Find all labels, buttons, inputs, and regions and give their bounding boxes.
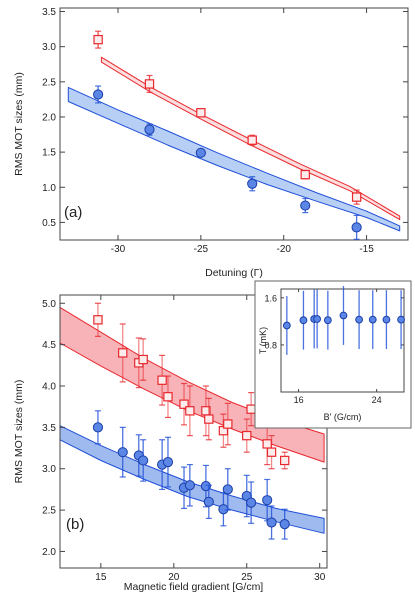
x-tick-label: 15 xyxy=(95,572,107,583)
data-point-circle xyxy=(117,447,128,458)
x-tick-label: -15 xyxy=(359,244,374,255)
x-tick-label: -20 xyxy=(276,244,291,255)
x-axis-label: B' (G/cm) xyxy=(324,412,362,422)
y-tick-label: 0.5 xyxy=(42,218,56,229)
data-point-square xyxy=(204,414,214,424)
data-point-circle xyxy=(323,316,332,325)
data-point-square xyxy=(185,406,195,416)
data-point-circle xyxy=(222,484,233,495)
data-point-circle xyxy=(218,504,229,515)
data-point-circle xyxy=(144,124,155,135)
data-point-circle xyxy=(382,315,391,324)
y-axis-label: T (mK) xyxy=(258,327,268,354)
y-tick-label: 3.5 xyxy=(42,423,56,434)
data-point-square xyxy=(93,315,103,325)
data-point-square xyxy=(163,392,173,402)
data-point-circle xyxy=(162,457,174,468)
y-tick-label: 3.0 xyxy=(42,464,56,475)
data-point-circle xyxy=(299,316,308,325)
data-point-circle xyxy=(262,495,273,506)
data-point-circle xyxy=(195,147,206,158)
data-point-square xyxy=(246,404,256,414)
data-point-square xyxy=(242,430,252,441)
x-tick-label: 25 xyxy=(241,572,253,583)
data-point-circle xyxy=(266,517,277,528)
data-point-circle xyxy=(93,89,104,100)
data-point-circle xyxy=(351,222,362,233)
data-point-square xyxy=(223,419,233,429)
x-tick-label: 30 xyxy=(314,572,326,583)
data-point-square xyxy=(118,348,128,358)
data-point-square xyxy=(266,447,277,457)
data-point-circle xyxy=(339,311,348,320)
y-axis-label: RMS MOT sizes (mm) xyxy=(13,72,25,176)
inset-frame xyxy=(254,280,412,429)
data-point-square xyxy=(351,192,362,202)
data-point-circle xyxy=(279,519,290,530)
panel-label: (b) xyxy=(66,516,84,533)
data-point-circle xyxy=(92,422,104,433)
data-point-square xyxy=(196,108,206,118)
x-tick-label: 16 xyxy=(294,395,304,405)
data-point-circle xyxy=(300,200,311,211)
data-point-circle xyxy=(203,496,214,507)
x-axis-label: Magnetic field gradient [G/cm] xyxy=(124,581,264,593)
y-tick-label: 2.5 xyxy=(42,77,56,88)
y-tick-label: 3.0 xyxy=(42,42,56,53)
data-point-square xyxy=(262,439,272,449)
inset-temperature-plot: 0.8 1.6 16 24 B' (G/cm) T (mK) xyxy=(254,280,412,429)
panel-a-plot: 0.5 1.0 1.5 2.0 2.5 3.0 3.5 -30 -25 -20 -15 Detunin… xyxy=(13,7,409,279)
x-tick-label: -25 xyxy=(194,244,209,255)
y-tick-label: 1.6 xyxy=(264,293,277,303)
y-tick-label: 2.5 xyxy=(42,506,56,517)
y-tick-label: 3.5 xyxy=(42,7,56,18)
x-tick-label: 20 xyxy=(168,572,180,583)
plot-frame xyxy=(59,294,328,569)
data-point-circle xyxy=(397,315,405,324)
data-point-square xyxy=(157,375,167,385)
panel-label: (a) xyxy=(64,204,82,221)
model-band-1 xyxy=(59,425,325,534)
data-point-square xyxy=(279,455,290,466)
data-point-circle xyxy=(313,315,322,323)
data-point-square xyxy=(247,135,257,145)
y-tick-label: 0.8 xyxy=(264,340,277,350)
data-point-square xyxy=(179,399,189,409)
y-tick-label: 1.5 xyxy=(42,148,56,159)
x-axis-label: Detuning (Γ) xyxy=(205,267,263,279)
y-axis-label: RMS MOT sizes (mm) xyxy=(13,380,25,484)
y-tick-label: 4.5 xyxy=(42,340,56,351)
model-band-1 xyxy=(67,86,401,232)
model-band-0 xyxy=(100,56,401,221)
y-tick-label: 5.0 xyxy=(42,299,56,310)
y-tick-label: 4.0 xyxy=(42,382,56,393)
x-tick-label: -30 xyxy=(111,244,126,255)
data-point-circle xyxy=(184,480,195,491)
data-point-square xyxy=(300,169,310,180)
data-point-circle xyxy=(368,315,377,324)
data-point-circle xyxy=(246,497,257,508)
data-point-square xyxy=(144,79,155,89)
data-point-circle xyxy=(355,315,363,324)
data-point-square xyxy=(93,34,103,45)
y-tick-label: 2.0 xyxy=(42,112,56,123)
plot-frame xyxy=(280,288,405,393)
data-point-square xyxy=(138,354,148,365)
y-tick-label: 2.0 xyxy=(42,547,56,558)
plot-frame xyxy=(59,7,409,241)
x-tick-label: 24 xyxy=(372,395,382,405)
data-point-circle xyxy=(282,321,291,330)
data-point-circle xyxy=(247,178,258,189)
y-tick-label: 1.0 xyxy=(42,183,56,194)
data-point-circle xyxy=(138,455,149,466)
